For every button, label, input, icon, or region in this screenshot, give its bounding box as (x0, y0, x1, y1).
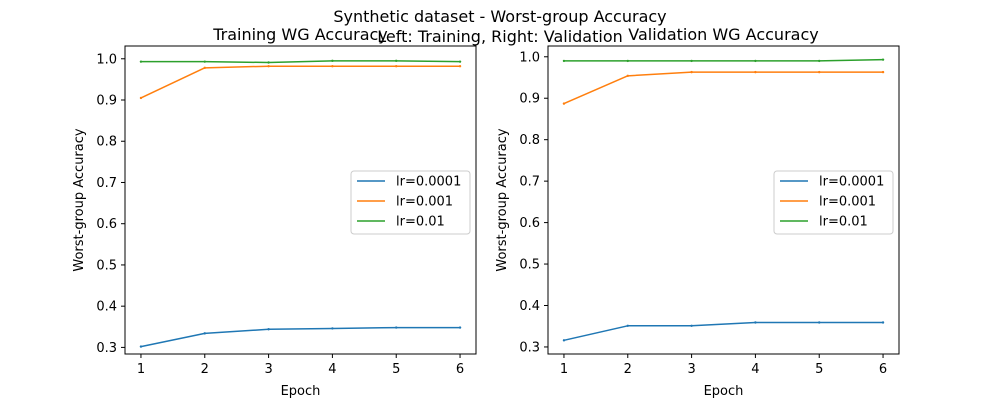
data-point-lr-0-001 (881, 70, 885, 74)
data-point-lr-0-001 (331, 65, 334, 68)
y-tick-label: 0.6 (519, 216, 540, 231)
data-point-lr-0-001 (690, 70, 693, 74)
validation-chart: Validation WG Accuracy 1 2 3 4 5 6 0.3 0.4 0.5 0.… (495, 25, 900, 399)
data-point-lr-0-01 (690, 59, 693, 63)
data-point-lr-0-001 (395, 65, 398, 68)
data-point-lr-0-0001 (395, 326, 398, 329)
data-point-lr-0-0001 (203, 332, 206, 335)
data-point-lr-0-0001 (626, 324, 629, 328)
y-tick-label: 1.0 (96, 52, 117, 67)
x-tick-label: 3 (264, 362, 272, 377)
figure-subtitle: Left: Training, Right: Validation (377, 27, 623, 46)
data-point-lr-0-001 (562, 102, 566, 105)
legend: lr=0.0001 lr=0.001 lr=0.01 (773, 170, 894, 235)
data-point-lr-0-0001 (331, 327, 334, 330)
x-tick-label: 1 (560, 362, 568, 377)
x-tick-label: 1 (137, 362, 145, 377)
y-tick-label: 0.8 (96, 135, 117, 150)
x-tick-label: 4 (328, 362, 336, 377)
y-axis-label: Worst-group Accuracy (72, 128, 87, 271)
data-point-lr-0-01 (881, 58, 885, 61)
data-point-lr-0-001 (267, 65, 270, 68)
data-point-lr-0-0001 (818, 321, 821, 324)
y-tick-label: 0.4 (519, 299, 540, 314)
y-tick-label: 0.4 (96, 300, 117, 315)
y-tick-label: 0.3 (519, 340, 540, 355)
data-point-lr-0-0001 (458, 326, 462, 329)
data-point-lr-0-01 (458, 60, 462, 63)
x-tick-label: 6 (456, 362, 464, 377)
y-tick-label: 0.9 (96, 94, 117, 109)
legend-label: lr=0.001 (819, 195, 876, 210)
data-point-lr-0-0001 (562, 339, 566, 342)
data-point-lr-0-01 (818, 59, 821, 63)
series-line-lr-0-0001 (563, 321, 884, 342)
y-tick-label: 0.5 (96, 258, 117, 273)
x-tick-label: 5 (392, 362, 400, 377)
x-tick-label: 3 (687, 362, 695, 377)
chart-title: Validation WG Accuracy (628, 25, 818, 44)
y-axis-label: Worst-group Accuracy (495, 128, 510, 271)
x-axis-label: Epoch (704, 384, 744, 399)
data-point-lr-0-01 (562, 59, 566, 63)
data-point-lr-0-0001 (139, 345, 143, 348)
data-point-lr-0-01 (267, 61, 270, 64)
x-tick-label: 2 (624, 362, 632, 377)
legend-box (773, 170, 894, 235)
legend-label: lr=0.01 (819, 215, 868, 230)
data-point-lr-0-001 (818, 70, 821, 74)
legend-label: lr=0.01 (396, 215, 445, 230)
data-point-lr-0-001 (139, 96, 143, 100)
series-line-lr-0-001 (140, 65, 461, 99)
legend-label: lr=0.0001 (819, 175, 884, 190)
x-tick-label: 5 (815, 362, 823, 377)
legend-label: lr=0.001 (396, 195, 453, 210)
series-line-lr-0-01 (563, 58, 884, 62)
plot-frame (547, 45, 900, 355)
figure-suptitle: Synthetic dataset - Worst-group Accuracy (333, 7, 666, 26)
data-point-lr-0-001 (754, 70, 757, 74)
data-point-lr-0-0001 (754, 321, 757, 324)
series-line-lr-0-001 (563, 71, 884, 105)
y-tick-label: 0.7 (519, 175, 540, 190)
plot-frame (124, 45, 477, 355)
y-tick-label: 1.0 (519, 50, 540, 65)
y-tick-label: 0.5 (519, 258, 540, 273)
series-line-lr-0-01 (140, 60, 461, 64)
data-point-lr-0-001 (203, 66, 206, 70)
legend-label: lr=0.0001 (396, 175, 461, 190)
data-point-lr-0-0001 (267, 328, 270, 331)
y-tick-label: 0.7 (96, 176, 117, 191)
data-point-lr-0-001 (626, 74, 629, 78)
data-point-lr-0-01 (626, 59, 629, 63)
series-line-lr-0-0001 (140, 326, 461, 348)
y-tick-label: 0.6 (96, 217, 117, 232)
y-tick-label: 0.8 (519, 133, 540, 148)
chart-title: Training WG Accuracy (212, 25, 388, 44)
y-tick-label: 0.9 (519, 92, 540, 107)
data-point-lr-0-01 (331, 59, 334, 63)
data-point-lr-0-0001 (690, 324, 693, 328)
data-point-lr-0-01 (203, 60, 206, 63)
data-point-lr-0-0001 (881, 321, 885, 324)
data-point-lr-0-01 (754, 59, 757, 63)
x-tick-label: 4 (751, 362, 759, 377)
y-tick-label: 0.3 (96, 341, 117, 356)
x-tick-label: 6 (879, 362, 887, 377)
legend-box (350, 170, 471, 235)
data-point-lr-0-001 (458, 65, 462, 68)
data-point-lr-0-01 (139, 60, 143, 63)
x-axis-label: Epoch (281, 384, 321, 399)
training-chart: Training WG Accuracy 1 2 3 4 5 6 0.3 0.4 0.5 0.6 0… (72, 25, 477, 399)
x-tick-label: 2 (201, 362, 209, 377)
data-point-lr-0-01 (395, 59, 398, 63)
legend: lr=0.0001 lr=0.001 lr=0.01 (350, 170, 471, 235)
